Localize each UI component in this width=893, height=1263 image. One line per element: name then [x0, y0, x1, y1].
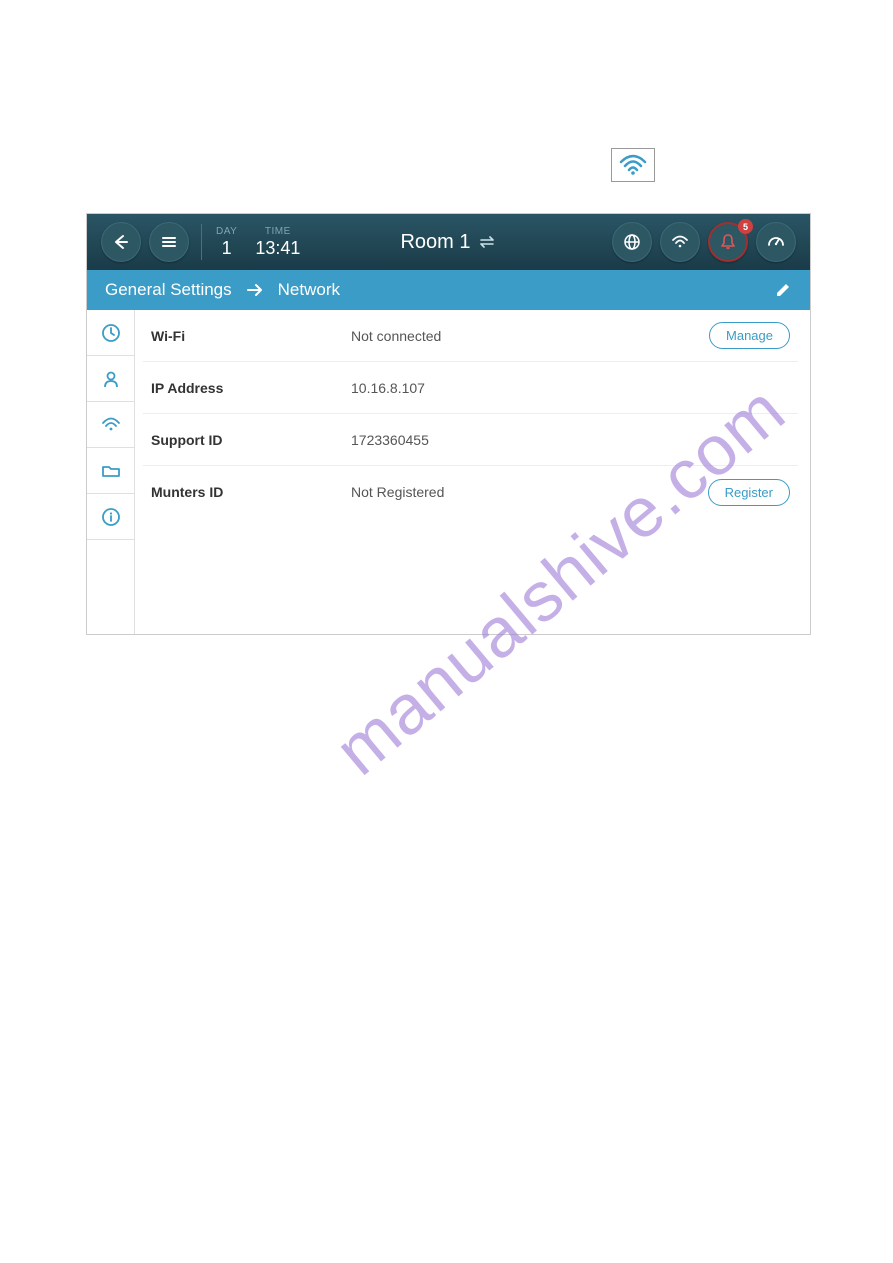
- room-title-text: Room 1: [400, 231, 470, 254]
- menu-button[interactable]: [149, 222, 189, 262]
- bell-button-wrap: 5: [704, 222, 752, 262]
- time-value: 13:41: [255, 238, 300, 259]
- row-support-value: 1723360455: [351, 432, 790, 448]
- info-icon: [101, 507, 121, 527]
- row-support-id: Support ID 1723360455: [143, 414, 798, 466]
- wifi-icon: [670, 232, 690, 252]
- swap-icon: [479, 236, 497, 248]
- register-button[interactable]: Register: [708, 479, 790, 506]
- side-nav-network[interactable]: [87, 402, 134, 448]
- breadcrumb-arrow-icon: [246, 283, 264, 297]
- clock-icon: [100, 322, 122, 344]
- row-ip-address: IP Address 10.16.8.107: [143, 362, 798, 414]
- pencil-icon: [774, 281, 792, 299]
- side-nav-clock[interactable]: [87, 310, 134, 356]
- gauge-button[interactable]: [756, 222, 796, 262]
- breadcrumb-bar: General Settings Network: [87, 270, 810, 310]
- bell-badge: 5: [738, 219, 753, 234]
- top-bar: DAY 1 TIME 13:41 Room 1: [87, 214, 810, 270]
- menu-icon: [160, 233, 178, 251]
- topbar-right-icons: 5: [608, 222, 800, 262]
- time-label: TIME: [255, 226, 300, 237]
- gauge-icon: [766, 232, 786, 252]
- wifi-button[interactable]: [660, 222, 700, 262]
- standalone-wifi-icon-box: [611, 148, 655, 182]
- row-munters-id: Munters ID Not Registered Register: [143, 466, 798, 518]
- day-label: DAY: [216, 226, 237, 237]
- globe-icon: [622, 232, 642, 252]
- wifi-icon: [100, 416, 122, 434]
- user-icon: [101, 369, 121, 389]
- back-button[interactable]: [101, 222, 141, 262]
- row-wifi: Wi-Fi Not connected Manage: [143, 310, 798, 362]
- manage-wifi-button[interactable]: Manage: [709, 322, 790, 349]
- row-support-label: Support ID: [151, 432, 351, 448]
- row-wifi-value: Not connected: [351, 328, 709, 344]
- day-value: 1: [216, 238, 237, 259]
- row-ip-value: 10.16.8.107: [351, 380, 790, 396]
- network-settings-list: Wi-Fi Not connected Manage IP Address 10…: [135, 310, 810, 634]
- row-ip-label: IP Address: [151, 380, 351, 396]
- body-area: Wi-Fi Not connected Manage IP Address 10…: [87, 310, 810, 634]
- edit-button[interactable]: [774, 281, 792, 299]
- side-nav-folder[interactable]: [87, 448, 134, 494]
- row-wifi-label: Wi-Fi: [151, 328, 351, 344]
- row-munters-value: Not Registered: [351, 484, 708, 500]
- side-nav-info[interactable]: [87, 494, 134, 540]
- day-time-block: DAY 1 TIME 13:41: [216, 226, 300, 259]
- device-screenshot: DAY 1 TIME 13:41 Room 1: [86, 213, 811, 635]
- folder-icon: [100, 462, 122, 480]
- topbar-divider: [201, 224, 202, 260]
- side-nav-user[interactable]: [87, 356, 134, 402]
- breadcrumb-current: Network: [278, 280, 340, 300]
- globe-button[interactable]: [612, 222, 652, 262]
- wifi-icon: [619, 154, 647, 176]
- row-munters-label: Munters ID: [151, 484, 351, 500]
- bell-icon: [719, 233, 737, 251]
- room-title[interactable]: Room 1: [400, 231, 496, 254]
- arrow-left-icon: [111, 232, 131, 252]
- breadcrumb-parent[interactable]: General Settings: [105, 280, 232, 300]
- side-nav: [87, 310, 135, 634]
